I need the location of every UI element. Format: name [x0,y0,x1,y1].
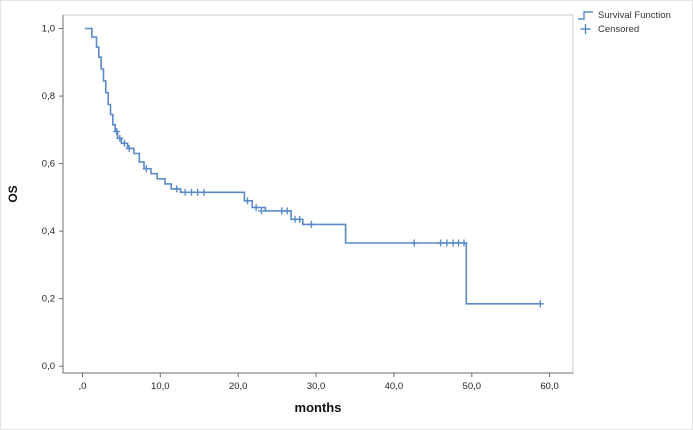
y-tick-label: 0,6 [42,159,55,170]
x-tick-label: 40,0 [385,381,404,392]
x-tick-label: 30,0 [307,381,326,392]
y-tick-label: 0,4 [42,226,55,237]
x-tick-label: ,0 [79,381,87,392]
legend: Survival Function Censored [577,9,671,35]
plot-frame [62,14,574,374]
legend-item-survival-function: Survival Function [577,9,671,21]
plus-marker-icon [580,24,591,34]
step-line-icon [578,11,593,20]
y-axis-ticks: 0,0 0,2 0,4 0,6 0,8 1,0 [42,24,63,372]
x-axis-ticks: ,0 10,0 20,0 30,0 40,0 50,0 60,0 [79,373,559,392]
x-tick-label: 50,0 [463,381,482,392]
x-tick-label: 10,0 [151,381,170,392]
y-axis-label: OS [6,185,20,203]
x-tick-label: 20,0 [229,381,248,392]
x-tick-label: 60,0 [540,381,559,392]
survival-curve [84,27,541,305]
legend-item-censored: Censored [577,23,671,35]
y-tick-label: 0,0 [42,361,55,372]
legend-label-censored: Censored [598,23,640,35]
censored-markers [113,128,544,308]
legend-label-survival-function: Survival Function [598,9,671,21]
x-axis-label: months [294,400,342,415]
axes [62,15,573,374]
y-tick-label: 0,2 [42,294,55,305]
y-tick-label: 0,8 [42,91,55,102]
y-tick-label: 1,0 [42,24,55,35]
